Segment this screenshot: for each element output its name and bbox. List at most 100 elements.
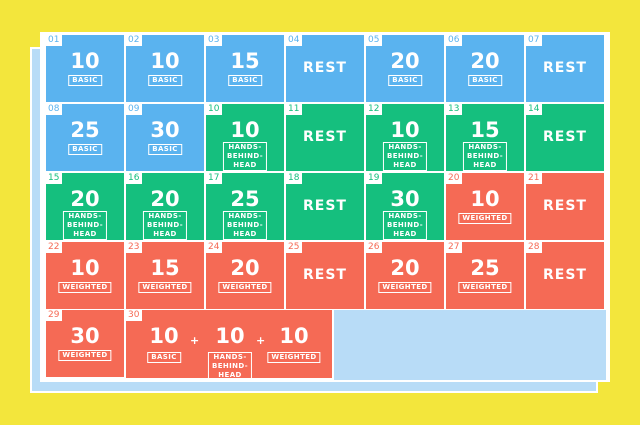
exercise-type-label: HANDS- BEHIND-HEAD: [62, 211, 108, 240]
exercise-type-label: BASIC: [68, 75, 102, 86]
day-01-cell: 01 10 BASIC: [46, 35, 124, 102]
day-17-cell: 17 25 HANDS- BEHIND-HEAD: [206, 173, 284, 240]
exercise-type-label: BASIC: [148, 144, 182, 155]
exercise-type-label: HANDS- BEHIND-HEAD: [222, 211, 268, 240]
rest-label: REST: [303, 198, 347, 214]
day-number: 03: [206, 35, 223, 46]
rep-count: 20: [150, 187, 180, 211]
day-number: 20: [446, 173, 463, 184]
day-07-cell: 07 REST: [526, 35, 604, 102]
day-number: 26: [366, 242, 383, 253]
rep-count: 15: [230, 49, 260, 73]
empty-calendar-area: [334, 310, 606, 380]
rep-count: 30: [150, 118, 180, 142]
day-23-cell: 23 15 WEIGHTED: [126, 242, 204, 309]
day-number: 05: [366, 35, 383, 46]
rep-count: 20: [70, 187, 100, 211]
exercise-type-label: HANDS- BEHIND-HEAD: [462, 142, 508, 171]
rep-count: 10: [390, 118, 420, 142]
day-24-cell: 24 20 WEIGHTED: [206, 242, 284, 309]
rep-count: 10: [470, 187, 500, 211]
exercise-type-label: HANDS- BEHIND-HEAD: [382, 142, 428, 171]
day-number: 30: [126, 310, 143, 321]
day-08-cell: 08 25 BASIC: [46, 104, 124, 171]
day-number: 11: [286, 104, 303, 115]
rep-count: 30: [390, 187, 420, 211]
exercise-type-label: WEIGHTED: [458, 282, 512, 293]
plus-sign: +: [256, 334, 266, 347]
rep-count: 20: [390, 49, 420, 73]
day-03-cell: 03 15 BASIC: [206, 35, 284, 102]
day-02-cell: 02 10 BASIC: [126, 35, 204, 102]
exercise-type-label: HANDS- BEHIND-HEAD: [142, 211, 188, 240]
rest-label: REST: [303, 129, 347, 145]
rep-count: 10: [230, 118, 260, 142]
day-06-cell: 06 20 BASIC: [446, 35, 524, 102]
day-number: 27: [446, 242, 463, 253]
day-number: 21: [526, 173, 543, 184]
exercise-type-label: WEIGHTED: [218, 282, 272, 293]
exercise-type-label: WEIGHTED: [58, 350, 112, 361]
rep-count: 20: [390, 256, 420, 280]
day-11-cell: 11 REST: [286, 104, 364, 171]
rep-count: 15: [470, 118, 500, 142]
day-16-cell: 16 20 HANDS- BEHIND-HEAD: [126, 173, 204, 240]
day-number: 17: [206, 173, 223, 184]
rep-count: 10: [150, 49, 180, 73]
exercise-type-label: WEIGHTED: [458, 213, 512, 224]
day-number: 12: [366, 104, 383, 115]
day-20-cell: 20 10 WEIGHTED: [446, 173, 524, 240]
exercise-type-label: BASIC: [148, 75, 182, 86]
day-number: 19: [366, 173, 383, 184]
rest-label: REST: [303, 267, 347, 283]
rest-label: REST: [303, 60, 347, 76]
exercise-type-label: WEIGHTED: [378, 282, 432, 293]
day-19-cell: 19 30 HANDS- BEHIND-HEAD: [366, 173, 444, 240]
rest-label: REST: [543, 60, 587, 76]
day-04-cell: 04 REST: [286, 35, 364, 102]
rep-count: 10: [70, 49, 100, 73]
day-26-cell: 26 20 WEIGHTED: [366, 242, 444, 309]
final-part-weighted: 10 WEIGHTED: [266, 324, 322, 363]
exercise-type-label: BASIC: [147, 352, 181, 363]
day-09-cell: 09 30 BASIC: [126, 104, 204, 171]
day-10-cell: 10 10 HANDS- BEHIND-HEAD: [206, 104, 284, 171]
day-number: 06: [446, 35, 463, 46]
rest-label: REST: [543, 198, 587, 214]
day-number: 18: [286, 173, 303, 184]
day-22-cell: 22 10 WEIGHTED: [46, 242, 124, 309]
exercise-type-label: HANDS- BEHIND-HEAD: [222, 142, 268, 171]
rep-count: 10: [70, 256, 100, 280]
exercise-type-label: BASIC: [468, 75, 502, 86]
day-number: 25: [286, 242, 303, 253]
day-number: 14: [526, 104, 543, 115]
day-30-cell: 30 10 BASIC + 10 HANDS- BEHIND-HEAD + 10…: [126, 310, 332, 378]
day-number: 07: [526, 35, 543, 46]
rest-label: REST: [543, 267, 587, 283]
day-number: 04: [286, 35, 303, 46]
day-number: 10: [206, 104, 223, 115]
rep-count: 25: [230, 187, 260, 211]
final-part-basic: 10 BASIC: [144, 324, 184, 363]
day-number: 24: [206, 242, 223, 253]
day-number: 02: [126, 35, 143, 46]
day-12-cell: 12 10 HANDS- BEHIND-HEAD: [366, 104, 444, 171]
day-number: 16: [126, 173, 143, 184]
day-number: 15: [46, 173, 63, 184]
final-part-hands-behind-head: 10 HANDS- BEHIND-HEAD: [200, 324, 260, 378]
rest-label: REST: [543, 129, 587, 145]
exercise-type-label: WEIGHTED: [138, 282, 192, 293]
exercise-type-label: WEIGHTED: [58, 282, 112, 293]
day-number: 22: [46, 242, 63, 253]
rep-count: 10: [215, 324, 245, 348]
day-05-cell: 05 20 BASIC: [366, 35, 444, 102]
day-14-cell: 14 REST: [526, 104, 604, 171]
day-number: 29: [46, 310, 63, 321]
rep-count: 10: [149, 324, 179, 348]
rep-count: 20: [230, 256, 260, 280]
day-27-cell: 27 25 WEIGHTED: [446, 242, 524, 309]
day-25-cell: 25 REST: [286, 242, 364, 309]
day-21-cell: 21 REST: [526, 173, 604, 240]
day-13-cell: 13 15 HANDS- BEHIND-HEAD: [446, 104, 524, 171]
day-number: 13: [446, 104, 463, 115]
